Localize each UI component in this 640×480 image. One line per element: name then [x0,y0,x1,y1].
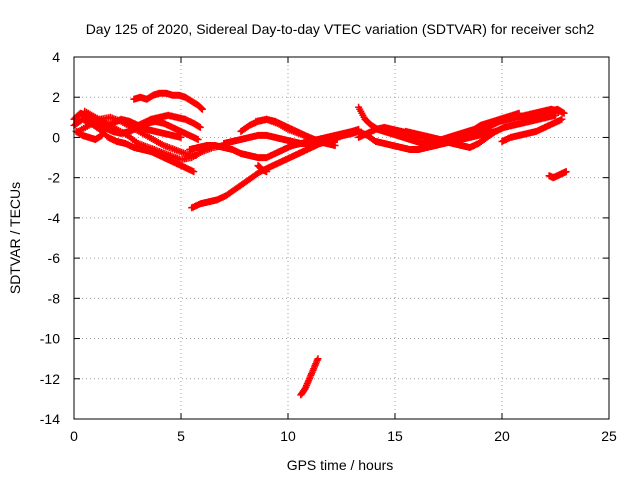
series-arc-14 [297,355,322,399]
y-tick-label: 2 [52,89,60,105]
data-point-markers [254,162,271,176]
y-tick-label: -6 [48,250,61,266]
data-point-markers [130,89,206,113]
x-tick-label: 0 [70,428,78,444]
series-arc-21 [519,105,568,123]
series-arc-20 [498,115,566,145]
axis-ticks: 0 5 10 15 20 25 -14 -12 -10 -8 -6 -4 -2 0 2 4 [40,49,617,444]
x-tick-label: 20 [494,428,510,444]
y-tick-label: 4 [52,49,60,65]
y-tick-label: -2 [48,170,61,186]
data-point-markers [297,355,322,399]
y-axis-label: SDTVAR / TECUs [7,182,23,294]
y-tick-label: -14 [40,411,60,427]
series-arc-07 [130,89,206,113]
data-point-markers [498,115,566,145]
data-point-markers [130,111,204,131]
data-point-markers [72,127,106,143]
y-tick-label: -10 [40,331,60,347]
y-tick-label: -4 [48,210,61,226]
data-point-markers [252,115,324,145]
x-tick-label: 25 [601,428,617,444]
y-tick-label: -12 [40,371,60,387]
x-axis-label: GPS time / hours [287,457,394,473]
plot-frame [73,56,610,420]
y-tick-label: 0 [52,129,60,145]
series-arc-13 [252,115,324,145]
data-point-markers [519,105,568,123]
data-point-markers [545,168,570,182]
series-arc-22 [545,168,570,182]
y-tick-label: -8 [48,290,61,306]
series-arc-06 [72,127,106,143]
series-arc-15 [254,162,271,176]
series-arc-08 [130,111,204,131]
data-series [70,89,570,399]
x-tick-label: 15 [387,428,403,444]
x-tick-label: 10 [280,428,296,444]
chart-title: Day 125 of 2020, Sidereal Day-to-day VTE… [86,21,595,37]
x-tick-label: 5 [177,428,185,444]
